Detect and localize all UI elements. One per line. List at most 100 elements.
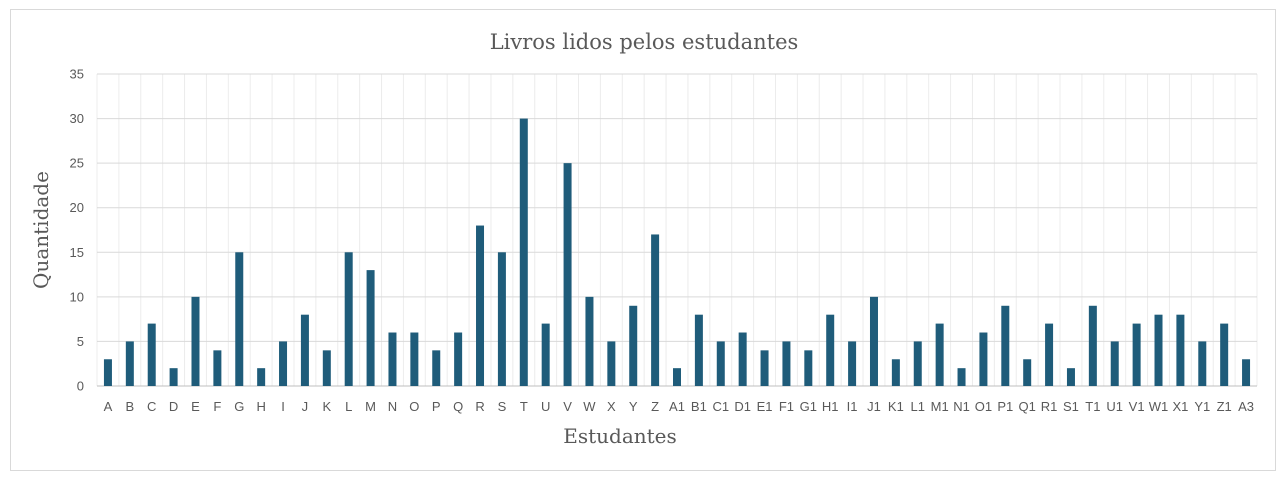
x-tick-label: P xyxy=(432,399,441,414)
chart-title: Livros lidos pelos estudantes xyxy=(490,30,799,54)
x-tick-label: S1 xyxy=(1063,399,1079,414)
bar-p1 xyxy=(1001,305,1010,386)
bar-a1 xyxy=(673,368,681,386)
x-tick-label: A3 xyxy=(1238,399,1254,414)
x-tick-label: U xyxy=(541,399,550,414)
x-tick-label: L1 xyxy=(911,399,925,414)
bar-n xyxy=(388,332,397,386)
bar-u xyxy=(541,323,550,386)
x-tick-label: T xyxy=(520,399,528,414)
bar-j xyxy=(300,314,309,386)
bar-z xyxy=(651,234,660,386)
x-tick-label: E1 xyxy=(757,399,773,414)
x-tick-label: A1 xyxy=(669,399,685,414)
x-tick-label: K xyxy=(322,399,331,414)
y-axis-ticks: 0 5 10 15 20 25 30 35 xyxy=(70,67,84,394)
bar-w1 xyxy=(1154,314,1163,386)
bar-h1 xyxy=(826,314,835,386)
bar-a xyxy=(103,359,112,386)
bar-l xyxy=(344,252,353,386)
x-tick-label: H1 xyxy=(822,399,839,414)
bar-f xyxy=(213,350,222,386)
x-tick-label: Z1 xyxy=(1217,399,1232,414)
bar-b xyxy=(125,341,134,386)
bar-j1 xyxy=(869,296,878,386)
x-tick-label: F xyxy=(213,399,221,414)
x-tick-label: X xyxy=(607,399,616,414)
x-tick-label: Y xyxy=(629,399,638,414)
bar-n1 xyxy=(957,368,966,386)
x-tick-label: Q xyxy=(453,399,463,414)
x-tick-label: H xyxy=(256,399,265,414)
x-tick-label: E xyxy=(191,399,200,414)
x-tick-label: V1 xyxy=(1129,399,1145,414)
x-tick-label: K1 xyxy=(888,399,904,414)
x-tick-label: L xyxy=(345,399,352,414)
x-tick-label: I xyxy=(281,399,285,414)
x-axis-title: Estudantes xyxy=(563,424,677,448)
bar-f1 xyxy=(782,341,791,386)
x-tick-label: D xyxy=(169,399,178,414)
bar-t xyxy=(519,118,528,387)
bar-e1 xyxy=(760,350,769,386)
bar-m xyxy=(366,270,375,386)
x-tick-label: Y1 xyxy=(1194,399,1210,414)
bar-c1 xyxy=(716,341,725,386)
bar-l1 xyxy=(913,341,922,386)
bar-c xyxy=(147,323,156,386)
x-tick-label: N1 xyxy=(953,399,970,414)
x-tick-label: G xyxy=(234,399,244,414)
bar-i xyxy=(279,341,288,386)
x-tick-label: J xyxy=(302,399,309,414)
x-tick-label: J1 xyxy=(867,399,881,414)
x-tick-label: O xyxy=(409,399,419,414)
bar-e xyxy=(191,296,200,386)
chart-frame xyxy=(10,9,1276,471)
y-tick-label: 10 xyxy=(70,289,84,304)
bar-q xyxy=(454,332,463,386)
bar-a3 xyxy=(1242,359,1251,386)
y-tick-label: 25 xyxy=(70,156,84,171)
bar-h xyxy=(257,368,266,386)
x-tick-label: S xyxy=(498,399,507,414)
bar-g1 xyxy=(804,350,813,386)
vertical-gridlines xyxy=(96,74,1258,386)
x-tick-label: R xyxy=(475,399,484,414)
y-tick-label: 35 xyxy=(70,67,84,82)
bar-k xyxy=(322,350,331,386)
bar-m1 xyxy=(935,323,944,386)
bar-y xyxy=(629,305,638,386)
bar-i1 xyxy=(848,341,857,386)
bar-v1 xyxy=(1132,323,1141,386)
x-tick-label: F1 xyxy=(779,399,794,414)
bar-o xyxy=(410,332,419,386)
y-tick-label: 30 xyxy=(70,111,84,126)
bar-d xyxy=(169,368,178,386)
x-tick-label: W xyxy=(583,399,596,414)
x-tick-label: Z xyxy=(651,399,659,414)
y-axis-title: Quantidade xyxy=(29,171,53,289)
x-tick-label: U1 xyxy=(1106,399,1123,414)
x-tick-label: M xyxy=(365,399,376,414)
bar-b1 xyxy=(694,314,703,386)
x-tick-label: V xyxy=(563,399,572,414)
x-tick-label: C xyxy=(147,399,156,414)
x-axis-ticks: A B C D E F G H I J K L M N O P Q R S T U V W X Y Z A1 B1 C1 D1 E1 F1 G1… xyxy=(104,399,1254,414)
x-tick-label: G1 xyxy=(800,399,817,414)
x-tick-label: R1 xyxy=(1041,399,1058,414)
bar-x xyxy=(607,341,616,386)
bar-v xyxy=(563,163,572,386)
bar-g xyxy=(235,252,244,386)
bar-k1 xyxy=(891,359,900,386)
y-tick-label: 5 xyxy=(77,334,84,349)
bars xyxy=(103,118,1251,387)
bar-y1 xyxy=(1198,341,1207,386)
bar-z1 xyxy=(1220,323,1229,386)
x-tick-label: M1 xyxy=(931,399,949,414)
x-tick-label: P1 xyxy=(997,399,1013,414)
y-tick-label: 0 xyxy=(77,379,84,394)
x-tick-label: W1 xyxy=(1149,399,1169,414)
x-tick-label: Q1 xyxy=(1019,399,1036,414)
x-tick-label: N xyxy=(388,399,397,414)
